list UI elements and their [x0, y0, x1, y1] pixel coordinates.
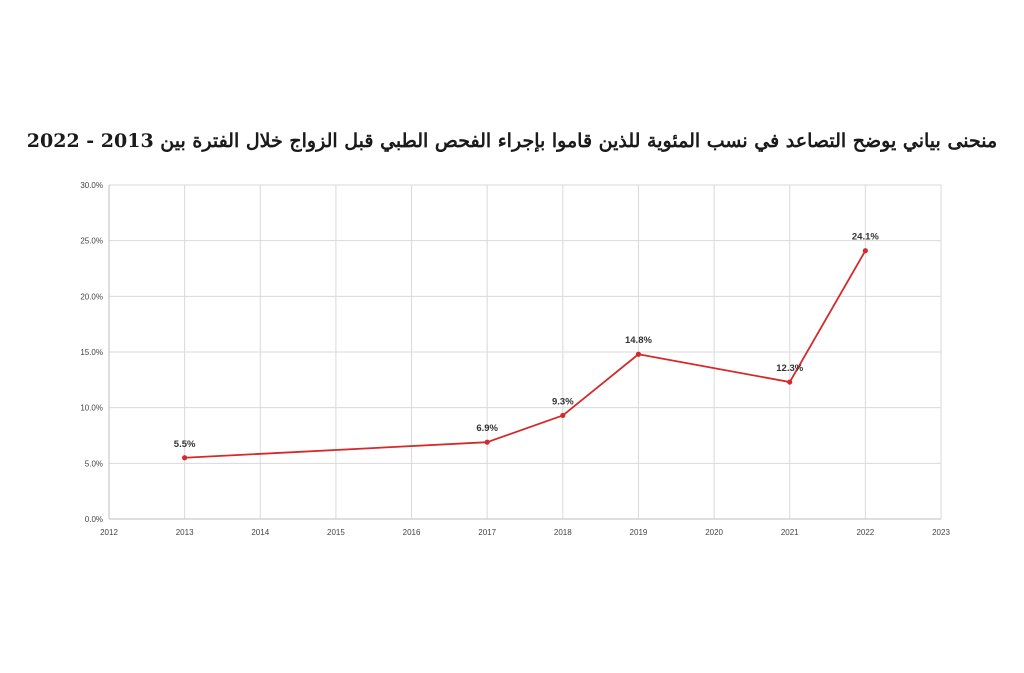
x-tick-label: 2012: [100, 528, 118, 537]
x-tick-label: 2023: [932, 528, 950, 537]
y-tick-label: 15.0%: [80, 348, 103, 357]
data-label: 9.3%: [552, 396, 574, 407]
x-tick-label: 2022: [856, 528, 874, 537]
y-tick-label: 10.0%: [80, 404, 103, 413]
x-tick-label: 2019: [630, 528, 648, 537]
tick-labels: 0.0% 5.0% 10.0% 15.0% 20.0% 25.0% 30.0% 2012 201…: [80, 181, 950, 537]
grid-lines: [109, 184, 942, 519]
x-tick-label: 2015: [327, 528, 345, 537]
x-tick-label: 2013: [176, 528, 194, 537]
y-tick-label: 0.0%: [85, 515, 103, 524]
data-point: [182, 455, 188, 461]
data-point: [560, 412, 566, 419]
data-label: 6.9%: [476, 423, 498, 434]
data-point: [635, 351, 642, 357]
y-tick-label: 20.0%: [80, 292, 103, 301]
data-label: 14.8%: [625, 335, 652, 346]
chart-title: منحنى بياني يوضح التصاعد في نسب المئوية …: [26, 130, 998, 152]
x-tick-label: 2014: [251, 528, 269, 537]
y-tick-label: 30.0%: [80, 181, 103, 190]
x-tick-label: 2017: [478, 528, 496, 537]
y-tick-label: 5.0%: [85, 459, 103, 468]
x-tick-label: 2018: [554, 528, 572, 537]
y-tick-label: 25.0%: [80, 237, 103, 246]
data-label: 12.3%: [776, 363, 803, 374]
data-labels: 5.5% 6.9% 9.3% 14.8% 12.3% 24.1%: [174, 232, 880, 450]
axes: [108, 185, 941, 520]
data-label: 5.5%: [174, 439, 196, 450]
data-label: 24.1%: [852, 232, 879, 243]
data-point: [484, 439, 490, 445]
x-tick-label: 2016: [403, 528, 421, 537]
series-line: [184, 250, 867, 459]
series: [182, 248, 868, 461]
data-point: [862, 248, 868, 254]
data-point: [787, 379, 793, 385]
x-tick-label: 2021: [781, 528, 799, 537]
x-tick-label: 2020: [705, 528, 723, 537]
